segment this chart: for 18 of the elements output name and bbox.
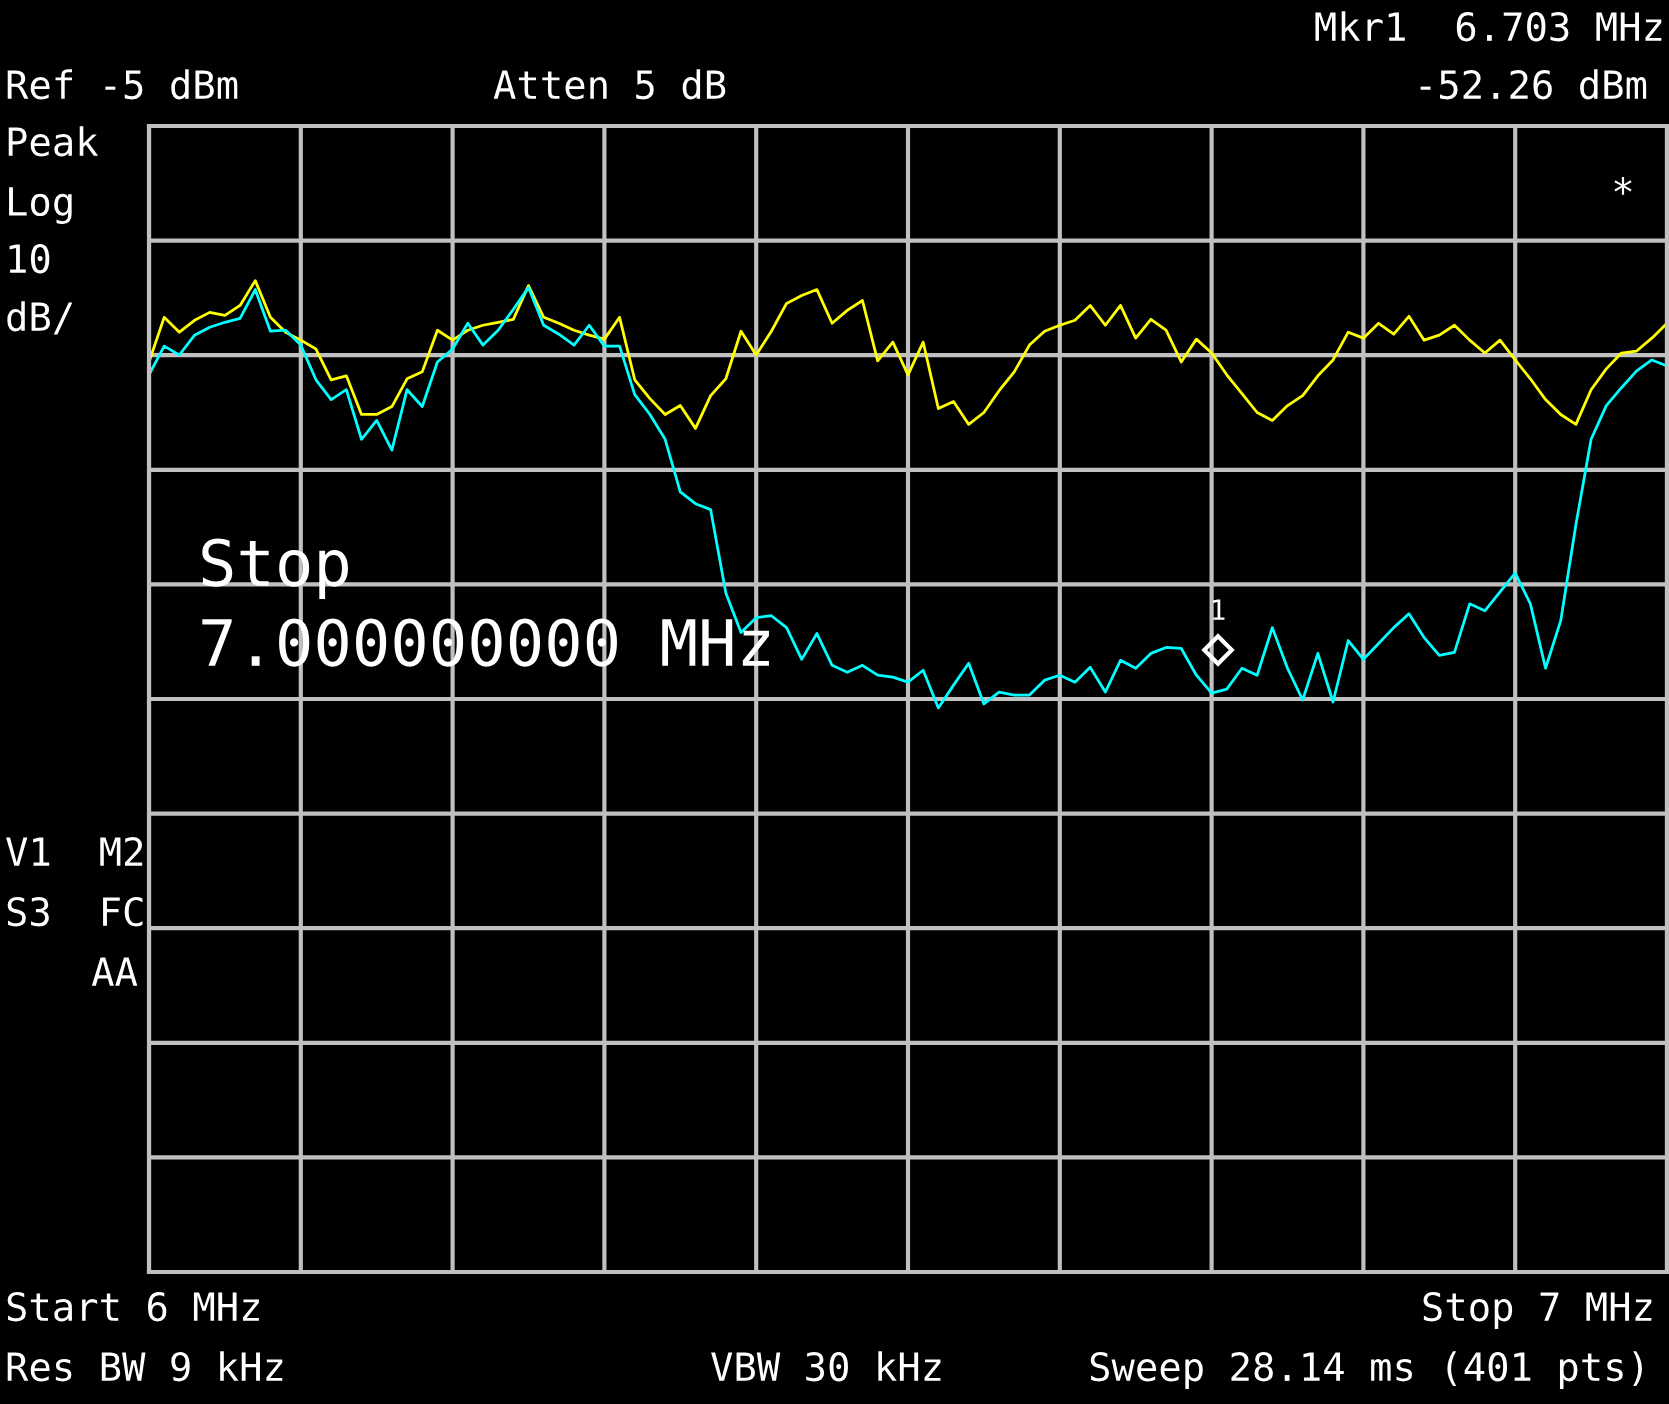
text: * bbox=[1614, 176, 1632, 195]
text: Mkr1 6.703 MHz bbox=[1315, 11, 1662, 42]
text: Start 6 MHz bbox=[7, 1291, 259, 1322]
text: S3 FC bbox=[7, 896, 143, 927]
annotation: 1 bbox=[1212, 599, 1225, 620]
text: dB/ bbox=[7, 301, 73, 335]
text: Atten 5 dB bbox=[493, 69, 726, 100]
text: 10 bbox=[9, 243, 50, 274]
text: Ref -5 dBm bbox=[7, 69, 238, 100]
text: -52.26 dBm bbox=[1420, 69, 1647, 100]
text: Res BW 9 kHz bbox=[7, 1351, 283, 1382]
text: VBW 30 kHz bbox=[711, 1351, 941, 1382]
text: Peak bbox=[8, 126, 99, 157]
text: AA bbox=[91, 957, 138, 986]
text: Stop 7 MHz bbox=[1423, 1291, 1652, 1329]
text: Log bbox=[9, 187, 72, 224]
text: V1 M2 bbox=[6, 836, 143, 866]
text: Sweep 28.14 ms (401 pts) bbox=[1090, 1351, 1642, 1389]
